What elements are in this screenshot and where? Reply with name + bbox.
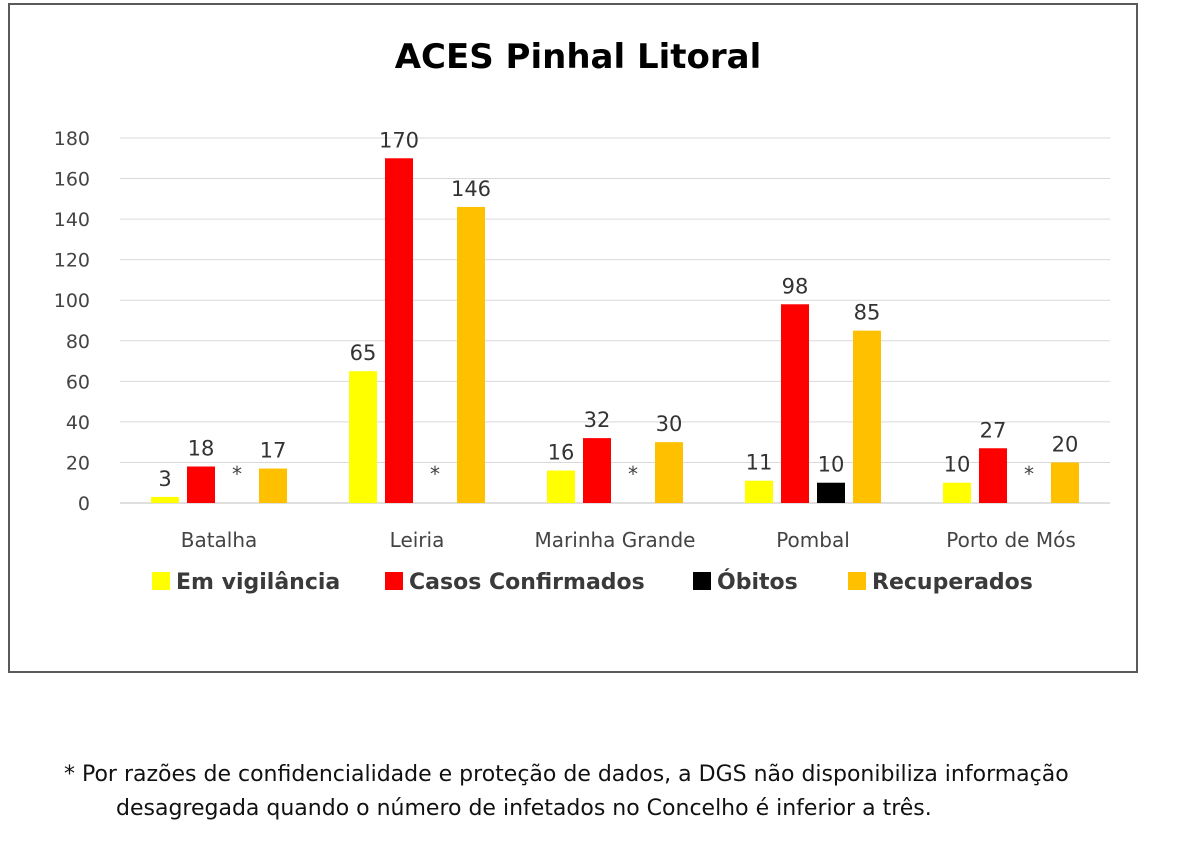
footnote: * Por razões de confidencialidade e prot… xyxy=(64,758,1200,826)
bar xyxy=(547,470,575,503)
data-label: 146 xyxy=(451,177,491,201)
y-tick-label: 180 xyxy=(54,128,90,150)
footnote-line-2: desagregada quando o número de infetados… xyxy=(116,796,932,821)
data-label: 98 xyxy=(782,274,809,298)
y-axis-ticks: 0 20 40 60 80 100 120 140 160 180 xyxy=(54,128,90,515)
category-label: Marinha Grande xyxy=(535,528,696,552)
data-label: 3 xyxy=(158,467,171,491)
y-tick-label: 80 xyxy=(66,331,90,353)
chart-title: ACES Pinhal Litoral xyxy=(395,37,762,77)
bar xyxy=(583,438,611,503)
bar xyxy=(745,480,773,503)
data-label: 85 xyxy=(854,301,881,325)
footnote-line-1: * Por razões de confidencialidade e prot… xyxy=(64,762,1069,787)
chart-frame: ACES Pinhal Litoral 0 20 40 60 80 100 120 140 16… xyxy=(8,3,1138,673)
category-label: Porto de Mós xyxy=(946,528,1076,552)
category-label: Pombal xyxy=(776,528,850,552)
legend-label: Casos Confirmados xyxy=(409,570,645,595)
data-label: 11 xyxy=(746,451,773,475)
data-label: 32 xyxy=(584,408,611,432)
bar xyxy=(781,304,809,503)
legend-swatch xyxy=(848,572,866,590)
bar-chart: ACES Pinhal Litoral 0 20 40 60 80 100 120 140 16… xyxy=(54,37,1110,595)
data-label: 10 xyxy=(818,453,845,477)
y-tick-label: 140 xyxy=(54,209,90,231)
category-labels: Batalha Leiria Marinha Grande Pombal Porto d… xyxy=(181,528,1076,552)
data-label: 170 xyxy=(379,128,419,152)
category-label: Leiria xyxy=(390,528,445,552)
y-tick-label: 40 xyxy=(66,412,90,434)
hidden-value-marker: * xyxy=(232,462,242,486)
data-label: 27 xyxy=(980,418,1007,442)
y-tick-label: 0 xyxy=(78,493,90,515)
bar xyxy=(1051,462,1079,503)
data-label: 10 xyxy=(944,453,971,477)
legend: Em vigilância Casos Confirmados Óbitos Recu… xyxy=(152,569,1033,595)
bar xyxy=(943,482,971,503)
legend-label: Em vigilância xyxy=(176,570,340,595)
y-tick-label: 160 xyxy=(54,169,90,191)
gridlines xyxy=(120,137,1110,504)
legend-swatch xyxy=(385,572,403,590)
data-label: 30 xyxy=(656,412,683,436)
data-label: 17 xyxy=(260,439,287,463)
legend-label: Recuperados xyxy=(872,570,1033,595)
data-labels: 3 18 * 17 65 170 * 146 16 32 * 30 11 98 10 85 10 27 * 20 xyxy=(158,128,1078,491)
bar xyxy=(853,330,881,503)
bar xyxy=(979,448,1007,503)
hidden-value-marker: * xyxy=(628,462,638,486)
hidden-value-marker: * xyxy=(430,462,440,486)
y-tick-label: 20 xyxy=(66,452,90,474)
data-label: 18 xyxy=(188,437,215,461)
bar xyxy=(187,466,215,503)
bar xyxy=(259,468,287,503)
data-label: 20 xyxy=(1052,432,1079,456)
legend-swatch xyxy=(152,572,170,590)
y-tick-label: 100 xyxy=(54,290,90,312)
category-label: Batalha xyxy=(181,528,258,552)
data-label: 16 xyxy=(548,441,575,465)
bar xyxy=(349,371,377,503)
bars xyxy=(151,158,1079,503)
y-tick-label: 60 xyxy=(66,371,90,393)
legend-label: Óbitos xyxy=(717,569,798,595)
bar xyxy=(655,442,683,503)
bar xyxy=(817,482,845,503)
y-tick-label: 120 xyxy=(54,250,90,272)
data-label: 65 xyxy=(350,341,377,365)
legend-swatch xyxy=(693,572,711,590)
bar xyxy=(457,206,485,503)
bar xyxy=(385,158,413,503)
hidden-value-marker: * xyxy=(1024,462,1034,486)
bar xyxy=(151,496,179,503)
